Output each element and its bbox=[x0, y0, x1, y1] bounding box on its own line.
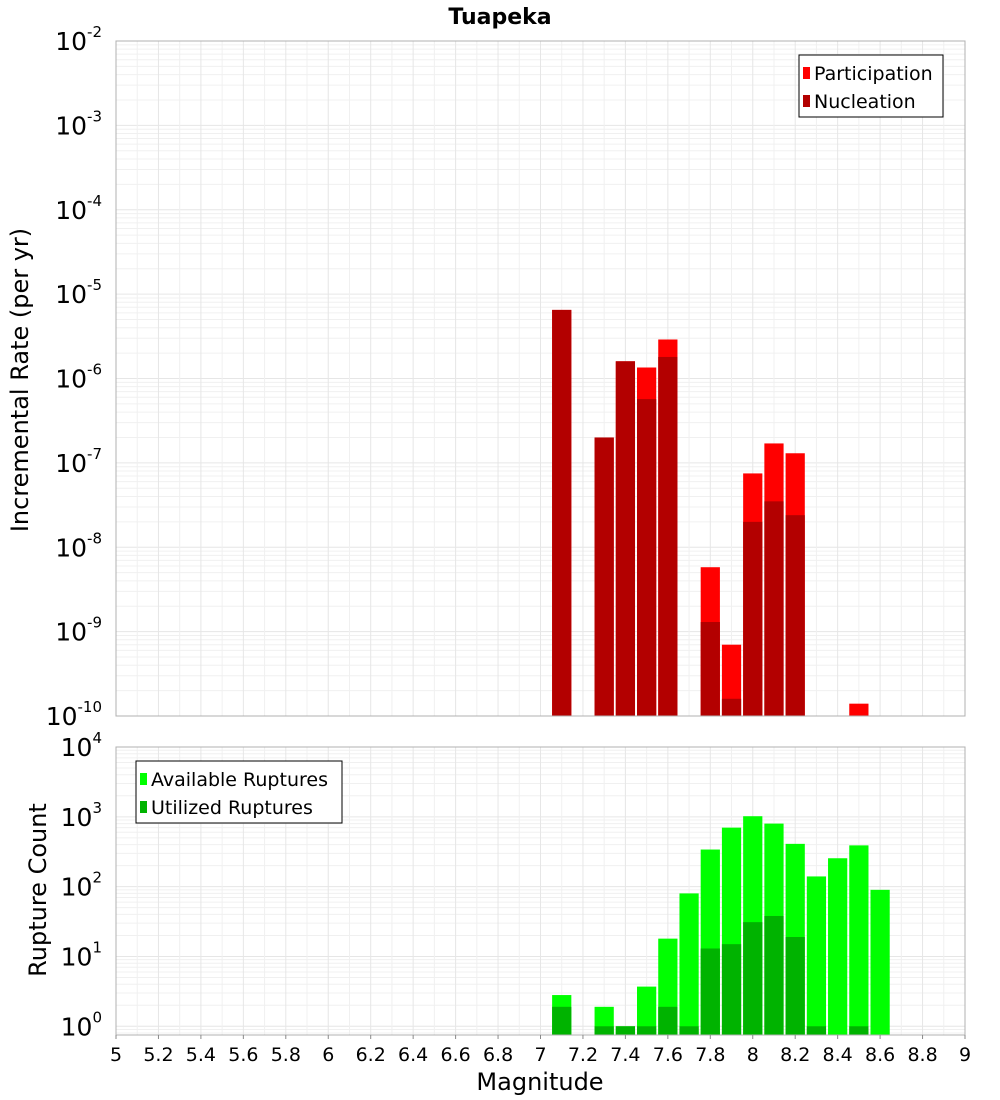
x-tick-label: 9 bbox=[959, 1044, 971, 1066]
x-tick-label: 8.2 bbox=[780, 1044, 810, 1066]
top-panel: 10-10 10-9 10-8 10-7 10-6 10-5 10-4 10-3 10-2 Par… bbox=[46, 23, 966, 731]
bars bbox=[552, 816, 890, 1035]
bar bbox=[849, 703, 869, 716]
y-tick-label: 103 bbox=[61, 799, 102, 832]
series-available-ruptures bbox=[552, 816, 890, 1035]
bar bbox=[552, 309, 572, 716]
x-tick-label: 7.4 bbox=[610, 1044, 640, 1066]
legend-swatch bbox=[140, 773, 147, 785]
bar bbox=[658, 1006, 678, 1035]
bar bbox=[743, 922, 763, 1035]
legend-label: Participation bbox=[814, 63, 933, 85]
x-tick-label: 6.2 bbox=[356, 1044, 386, 1066]
x-tick-label: 5.6 bbox=[228, 1044, 258, 1066]
bar bbox=[806, 876, 827, 1035]
x-tick-label: 8 bbox=[747, 1044, 759, 1066]
legend-swatch bbox=[803, 67, 810, 79]
y-tick-label: 10-2 bbox=[55, 23, 102, 56]
x-tick-label: 5.4 bbox=[186, 1044, 216, 1066]
bar bbox=[637, 986, 657, 1035]
bar bbox=[721, 644, 742, 716]
bottom-panel: 100 101 102 103 104 Available Ruptures Utilize… bbox=[61, 729, 971, 1066]
legend: Available Ruptures Utilized Ruptures bbox=[135, 760, 343, 824]
y-tick-label: 10-7 bbox=[55, 445, 102, 478]
y-tick-label: 10-4 bbox=[55, 192, 102, 225]
bar bbox=[721, 698, 742, 716]
y-tick-label: 104 bbox=[61, 729, 102, 762]
bar bbox=[552, 1006, 572, 1035]
bar bbox=[615, 1026, 636, 1035]
bar bbox=[870, 889, 890, 1035]
bar bbox=[764, 501, 784, 716]
x-tick-label: 5 bbox=[110, 1044, 122, 1066]
bar bbox=[700, 622, 720, 716]
y-ticks: 100 101 102 103 104 bbox=[61, 729, 102, 1041]
bar bbox=[700, 948, 720, 1035]
y-ticks: 10-10 10-9 10-8 10-7 10-6 10-5 10-4 10-3 10-2 bbox=[46, 23, 102, 731]
bar bbox=[637, 1026, 657, 1035]
x-tick-label: 6.8 bbox=[483, 1044, 513, 1066]
x-tick-label: 6.6 bbox=[440, 1044, 470, 1066]
bar bbox=[764, 915, 784, 1035]
legend-label: Available Ruptures bbox=[151, 769, 328, 791]
bar bbox=[594, 437, 614, 716]
x-tick-label: 6 bbox=[322, 1044, 334, 1066]
bar bbox=[679, 1026, 699, 1035]
legend-box bbox=[798, 54, 944, 118]
bar bbox=[637, 399, 657, 716]
legend-label: Utilized Ruptures bbox=[151, 797, 313, 819]
series-nucleation bbox=[552, 309, 805, 716]
bottom-y-axis-label: Rupture Count bbox=[24, 803, 52, 977]
grid bbox=[115, 41, 966, 717]
bar bbox=[785, 936, 805, 1035]
top-y-axis-label: Incremental Rate (per yr) bbox=[6, 228, 34, 532]
x-axis-label: Magnitude bbox=[476, 1068, 603, 1096]
bar bbox=[785, 515, 805, 716]
y-tick-label: 100 bbox=[61, 1008, 102, 1041]
x-ticks: 5 5.2 5.4 5.6 5.8 6 6.2 6.4 6.6 6.8 7 7.2 7.4 7.6 7.8 8… bbox=[110, 1035, 971, 1066]
bar bbox=[828, 858, 848, 1035]
x-tick-label: 5.2 bbox=[143, 1044, 173, 1066]
bar bbox=[615, 361, 636, 716]
legend-box bbox=[135, 760, 343, 824]
x-tick-label: 8.6 bbox=[865, 1044, 895, 1066]
y-tick-label: 10-5 bbox=[55, 276, 102, 309]
bars bbox=[552, 309, 869, 716]
bar bbox=[743, 521, 763, 716]
y-tick-label: 10-10 bbox=[46, 698, 102, 731]
y-tick-label: 10-9 bbox=[55, 614, 102, 647]
x-tick-label: 7 bbox=[534, 1044, 546, 1066]
x-tick-label: 7.2 bbox=[568, 1044, 598, 1066]
legend-label: Nucleation bbox=[814, 91, 916, 113]
bar bbox=[849, 845, 869, 1035]
bar bbox=[658, 356, 678, 716]
legend-swatch bbox=[803, 95, 810, 107]
y-tick-label: 10-3 bbox=[55, 107, 102, 140]
legend: Participation Nucleation bbox=[798, 54, 944, 118]
bar bbox=[849, 1026, 869, 1035]
bar bbox=[806, 1026, 827, 1035]
x-tick-label: 8.4 bbox=[823, 1044, 853, 1066]
x-tick-label: 7.8 bbox=[695, 1044, 725, 1066]
bar bbox=[594, 1026, 614, 1035]
series-utilized-ruptures bbox=[552, 915, 869, 1035]
y-tick-label: 101 bbox=[61, 938, 102, 971]
y-tick-label: 10-6 bbox=[55, 361, 102, 394]
x-tick-label: 8.8 bbox=[907, 1044, 937, 1066]
plot-frame bbox=[115, 40, 966, 717]
x-tick-label: 7.6 bbox=[653, 1044, 683, 1066]
y-tick-label: 10-8 bbox=[55, 529, 102, 562]
bar bbox=[721, 944, 742, 1035]
chart-title: Tuapeka bbox=[448, 5, 551, 30]
legend-swatch bbox=[140, 801, 147, 813]
x-tick-label: 6.4 bbox=[398, 1044, 428, 1066]
y-tick-label: 102 bbox=[61, 869, 102, 902]
x-tick-label: 5.8 bbox=[271, 1044, 301, 1066]
bar bbox=[679, 893, 699, 1035]
